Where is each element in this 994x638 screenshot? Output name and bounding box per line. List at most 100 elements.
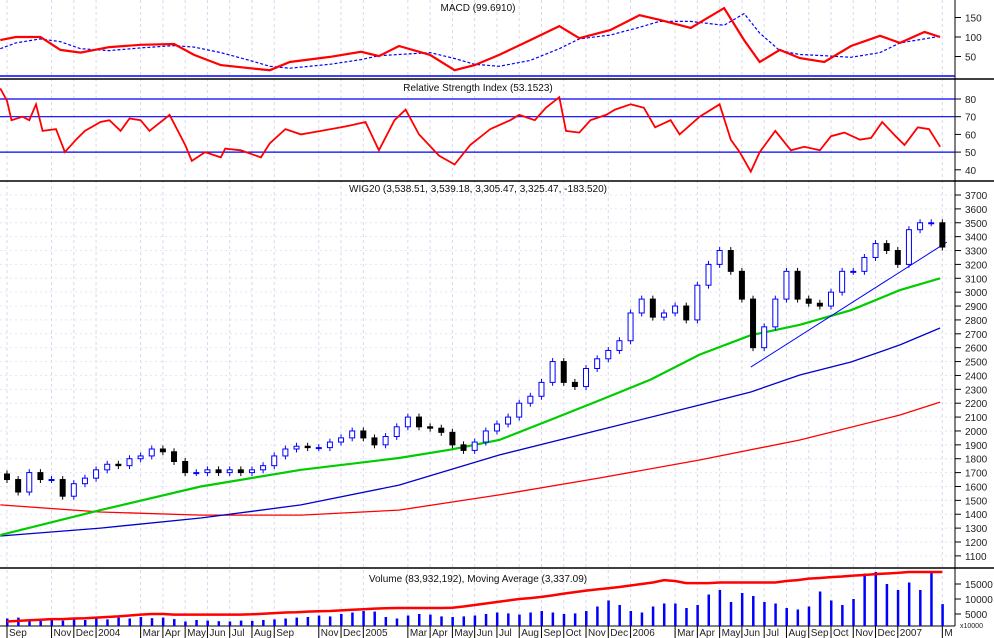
- candle-body: [438, 427, 445, 433]
- candle-body: [226, 469, 233, 474]
- y-tick-label: 2000: [965, 427, 988, 438]
- volume-bar: [696, 605, 699, 626]
- volume-bar: [28, 619, 31, 626]
- volume-bar: [417, 614, 421, 626]
- volume-bar: [173, 619, 176, 626]
- rsi-title: Relative Strength Index (53.1523): [403, 83, 553, 94]
- volume-bar: [618, 605, 621, 626]
- volume-bar: [629, 611, 633, 626]
- volume-bar: [83, 620, 87, 626]
- volume-bar: [896, 590, 900, 626]
- candle-body: [594, 358, 601, 369]
- x-tick-label: Apr: [165, 628, 181, 638]
- candle-body: [282, 448, 289, 457]
- x-tick-label: Nov: [855, 628, 873, 638]
- volume-bar: [484, 614, 488, 626]
- candle-body: [839, 270, 846, 293]
- y-tick-label: 1100: [965, 552, 987, 563]
- candle-body: [850, 270, 857, 273]
- volume-bar: [573, 613, 577, 626]
- macd-line: [0, 6, 941, 72]
- volume-bar: [273, 619, 276, 626]
- moving-average-mid: [0, 327, 941, 537]
- volume-bar: [529, 612, 532, 626]
- volume-bar: [507, 613, 510, 626]
- y-tick-label: 5000: [965, 610, 988, 621]
- candle-body: [794, 270, 801, 300]
- y-tick-label: 2600: [965, 344, 988, 355]
- y-tick-label: 2800: [965, 316, 988, 327]
- candle-body: [59, 479, 66, 497]
- volume-bar: [61, 620, 65, 626]
- candle-body: [81, 477, 88, 485]
- x-tick-label: 2005: [365, 628, 388, 638]
- volume-bar: [874, 572, 878, 626]
- volume-bar: [150, 618, 154, 626]
- candle-body: [816, 302, 823, 307]
- x-tick-label: Jul: [766, 628, 779, 638]
- y-tick-label: 3700: [965, 191, 988, 202]
- x-tick-label: Nov: [54, 628, 72, 638]
- volume-bar: [195, 620, 198, 626]
- volume-bar: [395, 618, 399, 626]
- candle-body: [683, 305, 690, 321]
- volume-bar: [451, 617, 454, 626]
- candle-body: [660, 312, 667, 318]
- volume-bar: [429, 614, 432, 626]
- volume-bar: [295, 617, 299, 626]
- candle-body: [649, 298, 656, 318]
- volume-bar: [607, 600, 610, 626]
- volume-bar: [829, 600, 833, 626]
- volume-bar: [328, 616, 332, 626]
- x-tick-label: Mar: [677, 628, 695, 638]
- x-tick-label: Sep: [9, 628, 27, 638]
- candle-body: [15, 479, 22, 493]
- candle-body: [738, 270, 745, 300]
- candle-body: [516, 402, 523, 418]
- candle-body: [70, 483, 77, 497]
- y-tick-label: 50: [965, 53, 977, 64]
- candle-body: [894, 250, 901, 265]
- volume-bar: [106, 619, 109, 626]
- candle-body: [48, 479, 55, 482]
- candle-body: [427, 426, 434, 429]
- volume-bar: [473, 615, 477, 626]
- x-tick-label: Dec: [878, 628, 896, 638]
- x-tick-label: Dec: [610, 628, 628, 638]
- candle-body: [527, 395, 534, 404]
- volume-bar: [852, 599, 855, 626]
- candle-body: [215, 469, 222, 474]
- candle-body: [93, 469, 100, 479]
- y-tick-label: 1600: [965, 482, 988, 493]
- y-tick-label: 3000: [965, 288, 988, 299]
- candle-body: [182, 460, 189, 474]
- volume-bar: [785, 608, 788, 626]
- volume-bar: [740, 593, 744, 626]
- candle-body: [571, 381, 578, 388]
- volume-bar: [239, 620, 243, 626]
- candle-body: [371, 437, 378, 446]
- candle-body: [37, 472, 44, 481]
- candle-body: [549, 361, 556, 383]
- volume-bar: [919, 590, 922, 626]
- y-tick-label: 70: [965, 113, 977, 124]
- y-tick-label: 1300: [965, 524, 988, 535]
- volume-bar: [262, 620, 265, 626]
- candle-body: [883, 243, 890, 252]
- candle-body: [148, 448, 155, 457]
- candle-body: [638, 298, 645, 314]
- candle-body: [493, 423, 500, 432]
- y-tick-label: 3200: [965, 260, 988, 271]
- moving-average-long: [0, 401, 941, 516]
- candle-body: [505, 416, 512, 425]
- volume-bar: [206, 620, 209, 626]
- x-tick-label: 2006: [633, 628, 656, 638]
- x-tick-label: May: [454, 628, 473, 638]
- volume-bar: [640, 612, 644, 626]
- trendline: [750, 241, 948, 368]
- candle-body: [260, 465, 267, 471]
- volume-bar: [306, 617, 310, 626]
- x-tick-label: Jun: [744, 628, 760, 638]
- volume-bar: [930, 572, 933, 626]
